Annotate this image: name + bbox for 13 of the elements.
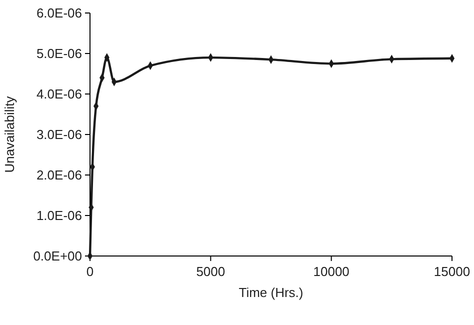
y-axis-title: Unavailability — [2, 96, 17, 173]
y-tick-label: 3.0E-06 — [36, 127, 82, 142]
x-tick-label: 5000 — [196, 264, 226, 279]
x-axis-title: Time (Hrs.) — [238, 285, 304, 300]
y-tick-label: 4.0E-06 — [36, 86, 82, 102]
y-tick-label: 0.0E+00 — [33, 248, 82, 264]
x-tick-label: 10000 — [313, 264, 350, 279]
y-tick-label: 5.0E-06 — [36, 46, 82, 62]
x-tick-label: 0 — [86, 264, 94, 279]
x-tick-label: 15000 — [434, 264, 470, 279]
y-tick-label: 1.0E-06 — [36, 208, 82, 224]
y-tick-label: 2.0E-06 — [36, 168, 82, 183]
y-tick-label: 6.0E-06 — [36, 6, 82, 21]
